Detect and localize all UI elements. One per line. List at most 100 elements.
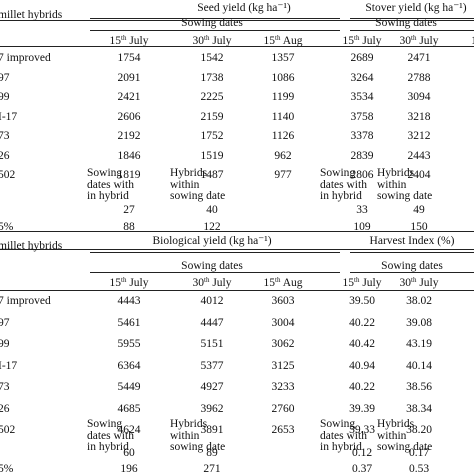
lsd-value: 0.17 <box>408 447 430 459</box>
lsd-value: 109 <box>353 221 371 233</box>
date-column-header: 1 <box>414 35 474 48</box>
group-subtitle: Sowing dates <box>181 17 243 29</box>
group-rule <box>90 18 340 19</box>
lsd-label: Sowing <box>87 167 123 179</box>
date-column-header: 15th July <box>302 276 422 290</box>
lsd-label: Sowing <box>320 167 356 179</box>
table-cell: 2606 <box>117 110 141 123</box>
table-cell: 3603 <box>271 295 295 307</box>
date-month: Aug <box>280 35 303 47</box>
table-cell: 2839 <box>350 149 374 162</box>
table-cell: 2653 <box>271 424 295 436</box>
lsd-label: dates with <box>87 178 134 191</box>
table-cell: 40.94 <box>349 359 375 372</box>
date-day: 30 <box>192 277 205 289</box>
table-cell: 40.22 <box>349 316 375 329</box>
lsd-label: within <box>377 429 407 442</box>
lsd-value: 89 <box>206 447 218 459</box>
hybrid-name: 97 <box>0 71 10 84</box>
hybrid-name: 97 <box>0 316 10 329</box>
table-cell: 2421 <box>117 91 141 103</box>
group-title: Biological yield (kg ha⁻¹) <box>152 235 272 247</box>
date-day: 15 <box>342 35 355 47</box>
lsd-row-name: 5% <box>0 221 14 233</box>
group-subtitle: Sowing dates <box>181 260 243 272</box>
hybrid-name: 73 <box>0 381 10 393</box>
table-cell: 3212 <box>407 130 431 142</box>
date-ordinal: th <box>354 276 360 284</box>
hybrid-name: I-17 <box>0 359 18 372</box>
table-cell: 2192 <box>117 130 141 142</box>
date-day: 30 <box>399 277 412 289</box>
date-column-header: 15th July <box>69 35 189 48</box>
table-cell: 962 <box>274 149 292 162</box>
date-ordinal: th <box>411 34 417 42</box>
table-cell: 2404 <box>407 169 431 181</box>
table-cell: 3125 <box>271 359 295 372</box>
table-cell: 5461 <box>117 316 141 329</box>
date-day: 30 <box>399 35 412 47</box>
table-cell: 40.22 <box>349 381 375 393</box>
lsd-label: sowing date <box>170 441 226 453</box>
date-day: 15 <box>109 277 122 289</box>
lsd-label: Hybrids <box>170 418 208 430</box>
hybrid-name: 26 <box>0 149 10 162</box>
date-ordinal: th <box>275 276 281 284</box>
lsd-label: dates with <box>320 429 367 442</box>
table-cell: 3534 <box>350 91 374 103</box>
table-top-rule <box>0 20 474 21</box>
table-cell: 2159 <box>200 110 224 123</box>
date-column-header: 15th Aug <box>223 35 343 48</box>
table-cell: 1519 <box>200 149 224 162</box>
table-cell: 6364 <box>117 359 141 372</box>
hybrid-name: 7 improved <box>0 295 51 307</box>
row-header-label: millet hybrids <box>0 9 63 21</box>
group-title: Stover yield (kg ha⁻¹) <box>365 2 467 14</box>
table-cell: 40.14 <box>406 359 432 372</box>
date-column-header: 30th July <box>152 277 272 290</box>
group-title: Seed yield (kg ha⁻¹) <box>197 2 291 14</box>
lsd-value: 0.12 <box>351 447 373 459</box>
group-subtitle: Sowing dates <box>381 260 443 272</box>
header-bottom-rule <box>0 46 474 47</box>
hybrid-name: 502 <box>0 424 16 436</box>
lsd-label: sowing date <box>377 441 433 453</box>
lsd-label: Sowing <box>87 418 123 430</box>
lsd-label: dates with <box>87 429 134 442</box>
date-ordinal: th <box>411 276 417 284</box>
lsd-value: 150 <box>410 221 428 233</box>
date-column-header: 15th July <box>69 277 189 290</box>
group-rule <box>350 18 474 19</box>
table-cell: 4443 <box>117 295 141 307</box>
table-cell: 39.39 <box>349 402 375 415</box>
table-cell: 2806 <box>350 169 374 181</box>
lsd-label: in hybrid <box>320 441 362 453</box>
date-day: 15 <box>263 277 276 289</box>
table-cell: 3004 <box>271 316 295 329</box>
table-cell: 1819 <box>117 169 141 181</box>
table-cell: 3891 <box>200 424 224 436</box>
table-bottom-rule <box>0 231 474 232</box>
date-day: 1 <box>471 35 474 47</box>
lsd-label: Hybrids <box>170 167 208 179</box>
subtitle-rule <box>90 272 340 273</box>
table-cell: 38.34 <box>406 402 432 415</box>
lsd-value: 33 <box>356 204 368 216</box>
hybrid-name: I-17 <box>0 110 18 123</box>
date-column-header: 30th July <box>152 35 272 48</box>
lsd-row-name: 5% <box>0 463 14 475</box>
lsd-label: within <box>377 178 407 191</box>
table-cell: 39.08 <box>406 316 432 329</box>
table-cell: 1199 <box>271 91 295 103</box>
table-cell: 1752 <box>200 130 224 142</box>
lsd-label: Hybrids <box>377 167 415 179</box>
row-header-label: millet hybrids <box>0 240 63 252</box>
table-cell: 1086 <box>271 71 295 84</box>
date-column-header: 15th July <box>302 35 422 48</box>
date-month: July <box>209 277 232 289</box>
lsd-value: 60 <box>123 447 135 459</box>
date-column-header: 15th Aug <box>223 276 343 290</box>
table-cell: 4447 <box>200 316 224 329</box>
lsd-label: in hybrid <box>87 190 129 202</box>
lsd-value: 122 <box>203 221 221 233</box>
